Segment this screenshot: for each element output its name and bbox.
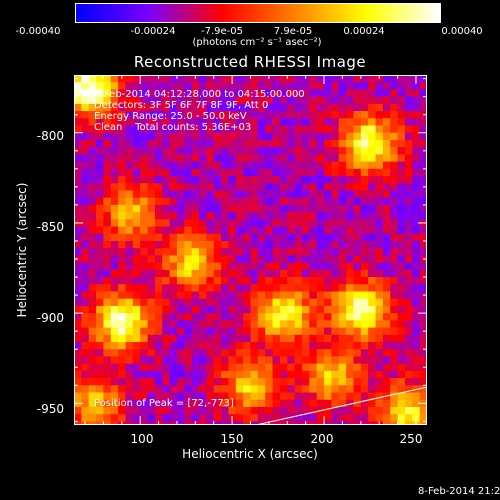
info-line-energy: Energy Range: 25.0 - 50.0 keV bbox=[94, 111, 247, 122]
peak-position-label: Position of Peak = [72,-773] bbox=[94, 398, 234, 409]
timestamp: 8-Feb-2014 21:21 bbox=[418, 486, 500, 497]
colorbar-tick: -0.00024 bbox=[130, 26, 176, 37]
y-axis-label: Heliocentric Y (arcsec) bbox=[15, 182, 29, 318]
colorbar-tick: 0.00040 bbox=[441, 26, 483, 37]
x-tick-label: 100 bbox=[130, 432, 154, 446]
limb-line bbox=[255, 386, 427, 425]
x-axis-label: Heliocentric X (arcsec) bbox=[182, 447, 318, 461]
x-tick-label: 200 bbox=[310, 432, 334, 446]
colorbar-tick: -0.00040 bbox=[15, 26, 61, 37]
info-line-detectors: Detectors: 3F 5F 6F 7F 8F 9F, Att 0 bbox=[94, 100, 269, 111]
colorbar-tick: 0.00024 bbox=[343, 26, 385, 37]
info-line-time: 8-Feb-2014 04:12:28.000 to 04:15:00.000 bbox=[94, 89, 305, 100]
y-tick-label: -850 bbox=[36, 220, 64, 234]
info-line-counts: Clean Total counts: 5.36E+03 bbox=[94, 122, 252, 133]
colorbar-units: (photons cm⁻² s⁻¹ asec⁻²) bbox=[192, 37, 322, 48]
y-tick-label: -900 bbox=[36, 311, 64, 325]
colorbar bbox=[75, 3, 441, 23]
y-tick-label: -800 bbox=[36, 129, 64, 143]
image-plot bbox=[74, 75, 427, 425]
x-tick-label: 250 bbox=[399, 432, 423, 446]
colorbar-tick: 7.9e-05 bbox=[273, 26, 313, 37]
x-tick-label: 150 bbox=[220, 432, 244, 446]
y-tick-label: -950 bbox=[36, 402, 64, 416]
colorbar-tick: -7.9e-05 bbox=[201, 26, 243, 37]
colorbar-gradient bbox=[76, 4, 441, 22]
chart-title: Reconstructed RHESSI Image bbox=[133, 53, 367, 71]
